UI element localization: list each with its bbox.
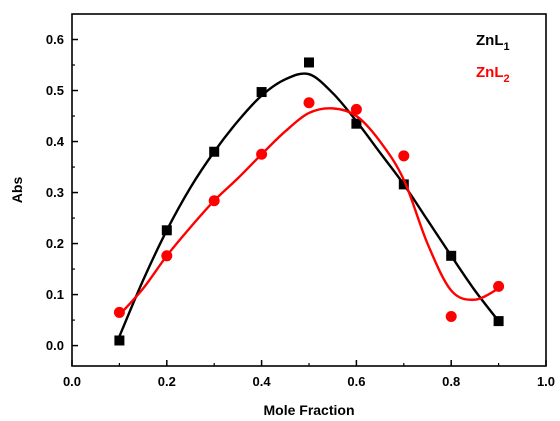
fit-curve <box>118 72 500 337</box>
fit-curve <box>118 107 500 316</box>
data-point <box>398 150 410 162</box>
legend-subscript: 2 <box>504 73 510 85</box>
x-tick-label: 0.0 <box>63 374 81 389</box>
legend-label: ZnL <box>476 64 504 81</box>
data-point <box>446 250 457 261</box>
y-tick-label: 0.3 <box>46 185 64 200</box>
data-point <box>350 103 362 115</box>
x-tick-label: 0.4 <box>253 374 272 389</box>
y-tick-label: 0.6 <box>46 32 64 47</box>
data-point <box>256 148 268 160</box>
data-point <box>493 316 504 327</box>
x-tick-label: 0.2 <box>158 374 176 389</box>
x-tick-label: 0.8 <box>442 374 460 389</box>
series-layer <box>113 57 505 346</box>
data-point <box>114 335 125 346</box>
y-tick-label: 0.1 <box>46 287 64 302</box>
y-axis: 0.0 0.1 0.2 0.3 0.4 0.5 0.6 <box>46 32 78 353</box>
y-tick-label: 0.2 <box>46 236 64 251</box>
data-point <box>161 225 172 236</box>
y-axis-title: Abs <box>9 177 25 204</box>
series-znl2 <box>113 97 505 323</box>
y-tick-label: 0.5 <box>46 83 64 98</box>
data-point <box>208 195 220 207</box>
x-axis-title: Mole Fraction <box>263 402 354 418</box>
x-tick-label: 1.0 <box>537 374 555 389</box>
legend-subscript: 1 <box>504 41 510 53</box>
data-point <box>445 311 457 323</box>
data-point <box>304 57 314 68</box>
legend-entry: ZnL1 <box>476 32 510 53</box>
data-point <box>113 306 125 318</box>
legend-entry: ZnL2 <box>476 64 510 85</box>
data-point <box>209 146 220 157</box>
x-tick-label: 0.6 <box>347 374 365 389</box>
data-point <box>303 97 315 109</box>
data-point <box>161 250 173 262</box>
legend-label: ZnL <box>476 32 504 49</box>
y-tick-label: 0.0 <box>46 338 64 353</box>
data-point <box>256 87 267 98</box>
series-znl1 <box>114 57 504 346</box>
data-point <box>351 118 362 129</box>
data-point <box>398 179 409 190</box>
data-point <box>493 280 505 292</box>
x-axis: 0.0 0.2 0.4 0.6 0.8 1.0 <box>63 360 555 389</box>
y-tick-label: 0.4 <box>46 134 65 149</box>
